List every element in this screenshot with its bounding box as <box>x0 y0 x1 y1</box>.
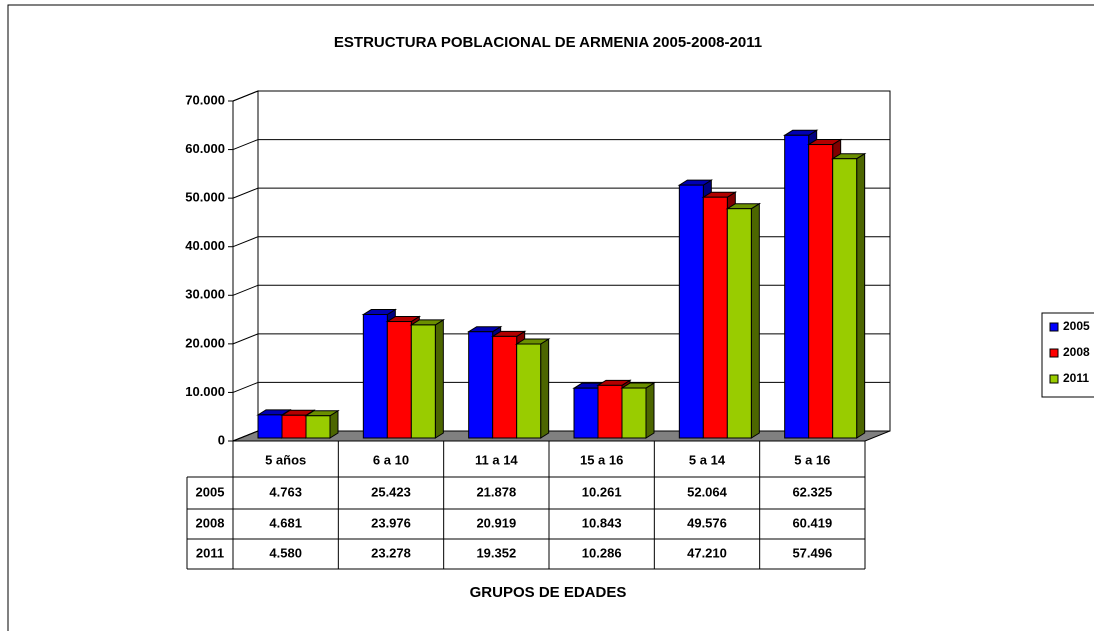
bar <box>516 343 542 439</box>
grid-line-side <box>232 90 259 102</box>
table-value: 4.681 <box>269 515 302 530</box>
y-tick-label: 0 <box>218 432 225 447</box>
legend-swatch <box>1049 348 1059 358</box>
chart-title: ESTRUCTURA POBLACIONAL DE ARMENIA 2005-2… <box>334 34 762 51</box>
bar-side <box>750 202 760 439</box>
table-value: 4.763 <box>269 484 302 499</box>
grid-line-side <box>232 139 259 151</box>
bar <box>468 331 494 439</box>
table-value: 62.325 <box>792 484 832 499</box>
table-value: 19.352 <box>476 545 516 560</box>
bar <box>808 144 834 439</box>
table-row-label: 2005 <box>196 484 225 499</box>
grid-line-side <box>232 284 259 296</box>
bar <box>386 321 412 439</box>
table-value: 47.210 <box>687 545 727 560</box>
y-tick-label: 20.000 <box>185 335 225 350</box>
bar <box>784 134 810 439</box>
legend-label: 2011 <box>1063 371 1089 385</box>
y-tick-label: 70.000 <box>185 92 225 107</box>
bar-side <box>434 319 444 439</box>
table-value: 57.496 <box>792 545 832 560</box>
grid-line-side <box>232 236 259 248</box>
table-value: 60.419 <box>792 515 832 530</box>
bar-side <box>856 152 866 439</box>
side-wall <box>232 90 259 442</box>
table-value: 49.576 <box>687 515 727 530</box>
table-value: 23.976 <box>371 515 411 530</box>
y-tick-label: 60.000 <box>185 141 225 156</box>
y-tick-label: 50.000 <box>185 190 225 205</box>
table-value: 10.261 <box>582 484 622 499</box>
x-axis-title: GRUPOS DE EDADES <box>470 584 627 601</box>
x-tick-label: 6 a 10 <box>373 452 409 467</box>
y-tick-label: 30.000 <box>185 287 225 302</box>
bar <box>410 324 436 439</box>
bar <box>573 387 599 439</box>
x-tick-label: 5 a 14 <box>689 452 726 467</box>
grid-line-side <box>232 430 259 442</box>
table-value: 10.843 <box>582 515 622 530</box>
table-value: 25.423 <box>371 484 411 499</box>
bar <box>726 208 752 439</box>
x-tick-label: 15 a 16 <box>580 452 623 467</box>
legend-swatch <box>1049 322 1059 332</box>
table-value: 52.064 <box>687 484 728 499</box>
table-row-label: 2008 <box>196 515 225 530</box>
legend-label: 2005 <box>1063 319 1090 333</box>
x-tick-label: 5 años <box>265 452 306 467</box>
table-row-label: 2011 <box>196 545 224 560</box>
bar <box>281 414 307 439</box>
bar <box>678 184 704 439</box>
table-value: 10.286 <box>582 545 622 560</box>
x-tick-label: 5 a 16 <box>794 452 830 467</box>
bar <box>257 414 283 439</box>
bar <box>305 415 331 439</box>
table-value: 20.919 <box>476 515 516 530</box>
bar <box>702 196 728 439</box>
bar <box>362 314 388 439</box>
y-tick-label: 40.000 <box>185 238 225 253</box>
x-tick-label: 11 a 14 <box>475 452 518 467</box>
bar <box>832 158 858 439</box>
bar <box>492 335 518 439</box>
grid-line-side <box>232 187 259 199</box>
legend-swatch <box>1049 374 1059 384</box>
bar-side <box>645 382 655 439</box>
table-value: 4.580 <box>269 545 302 560</box>
bar <box>621 387 647 439</box>
table-value: 23.278 <box>371 545 411 560</box>
legend-label: 2008 <box>1063 345 1090 359</box>
y-tick-label: 10.000 <box>185 384 225 399</box>
grid-line-side <box>232 381 259 393</box>
table-value: 21.878 <box>476 484 516 499</box>
grid-line-side <box>232 333 259 345</box>
bar <box>597 384 623 439</box>
bar-side <box>540 338 550 439</box>
